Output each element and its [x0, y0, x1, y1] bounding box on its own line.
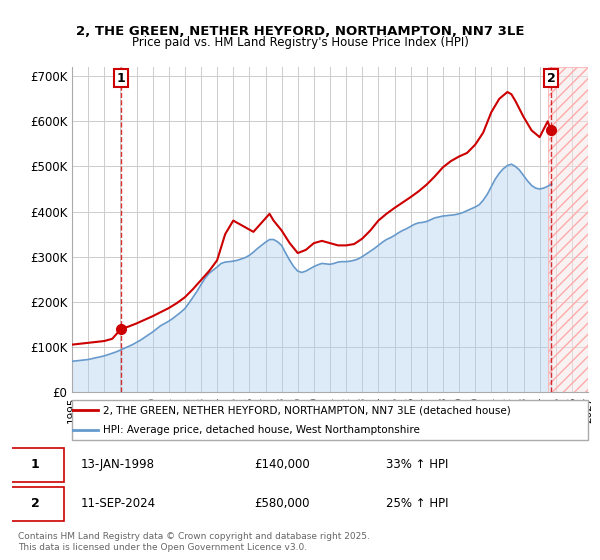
Text: 2: 2	[547, 72, 555, 85]
Text: HPI: Average price, detached house, West Northamptonshire: HPI: Average price, detached house, West…	[103, 425, 420, 435]
Text: 2, THE GREEN, NETHER HEYFORD, NORTHAMPTON, NN7 3LE: 2, THE GREEN, NETHER HEYFORD, NORTHAMPTO…	[76, 25, 524, 38]
Text: 11-SEP-2024: 11-SEP-2024	[81, 497, 156, 510]
Text: 25% ↑ HPI: 25% ↑ HPI	[386, 497, 449, 510]
Bar	[548, 67, 588, 392]
Text: 2, THE GREEN, NETHER HEYFORD, NORTHAMPTON, NN7 3LE (detached house): 2, THE GREEN, NETHER HEYFORD, NORTHAMPTO…	[103, 405, 511, 415]
Text: Contains HM Land Registry data © Crown copyright and database right 2025.
This d: Contains HM Land Registry data © Crown c…	[18, 532, 370, 552]
FancyBboxPatch shape	[72, 400, 588, 440]
Text: Price paid vs. HM Land Registry's House Price Index (HPI): Price paid vs. HM Land Registry's House …	[131, 36, 469, 49]
Text: 33% ↑ HPI: 33% ↑ HPI	[386, 458, 449, 471]
Bar	[548, 67, 588, 392]
Text: 13-JAN-1998: 13-JAN-1998	[81, 458, 155, 471]
Text: £580,000: £580,000	[254, 497, 310, 510]
Text: £140,000: £140,000	[254, 458, 310, 471]
Text: 1: 1	[116, 72, 125, 85]
Text: 1: 1	[31, 458, 40, 471]
FancyBboxPatch shape	[6, 487, 64, 521]
FancyBboxPatch shape	[6, 448, 64, 482]
Text: 2: 2	[31, 497, 40, 510]
